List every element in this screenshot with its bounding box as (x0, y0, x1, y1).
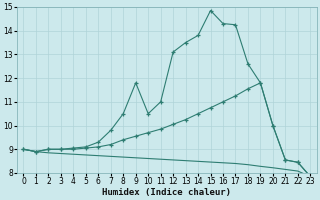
X-axis label: Humidex (Indice chaleur): Humidex (Indice chaleur) (102, 188, 231, 197)
